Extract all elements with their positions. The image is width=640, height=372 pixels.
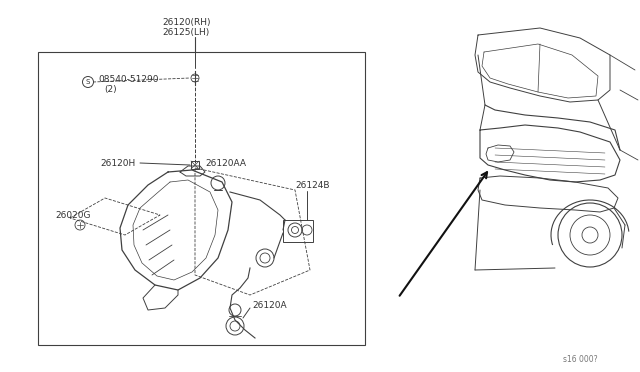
Text: 26120A: 26120A: [252, 301, 287, 310]
Bar: [191, 161, 199, 169]
Text: 26120H: 26120H: [100, 158, 135, 167]
Circle shape: [226, 317, 244, 335]
Circle shape: [230, 321, 240, 331]
Text: 26120(RH): 26120(RH): [162, 17, 211, 26]
Circle shape: [211, 176, 225, 190]
Text: 26020G: 26020G: [55, 211, 90, 219]
Circle shape: [302, 225, 312, 235]
Bar: [283, 220, 313, 242]
Circle shape: [582, 227, 598, 243]
Text: 08540-51290: 08540-51290: [98, 74, 159, 83]
Text: 26124B: 26124B: [295, 180, 330, 189]
Circle shape: [288, 223, 302, 237]
Circle shape: [260, 253, 270, 263]
Circle shape: [256, 249, 274, 267]
Text: 26120AA: 26120AA: [205, 158, 246, 167]
Bar: [38, 52, 365, 345]
Text: s16 000?: s16 000?: [563, 356, 598, 365]
Text: (2): (2): [104, 84, 116, 93]
Circle shape: [75, 220, 85, 230]
Circle shape: [229, 304, 241, 316]
Text: 26125(LH): 26125(LH): [162, 28, 209, 36]
Text: S: S: [86, 79, 90, 85]
Circle shape: [83, 77, 93, 87]
Circle shape: [191, 74, 199, 82]
Circle shape: [291, 227, 298, 234]
Circle shape: [570, 215, 610, 255]
Circle shape: [558, 203, 622, 267]
